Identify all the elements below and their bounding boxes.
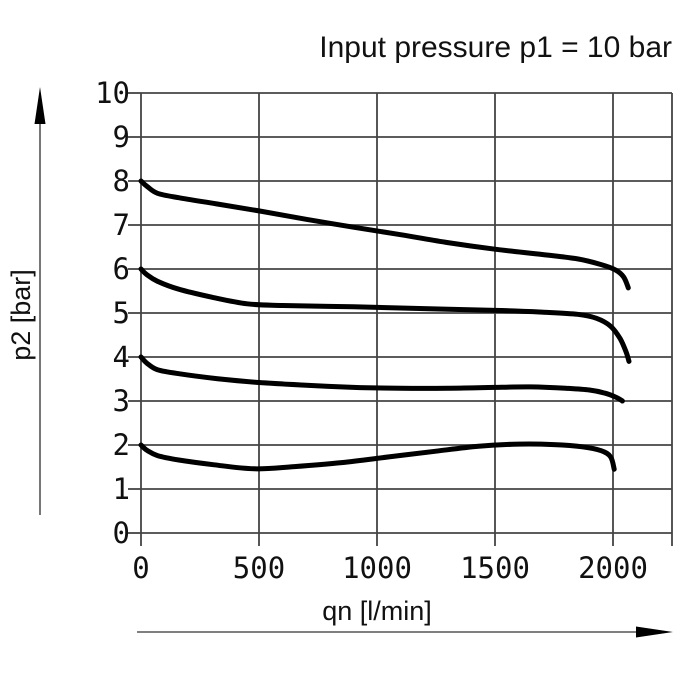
- x-axis-arrow: [137, 626, 673, 638]
- tick-labels: 0 1 2 3 4 5 6 7 8 9 10 0 500 1000 1500 2000: [95, 76, 648, 585]
- y-tick-label-4: 4: [113, 340, 130, 374]
- y-tick-label-1: 1: [113, 472, 130, 506]
- y-tick-label-7: 7: [113, 208, 130, 242]
- curve-setpoint-8-bar: [138, 178, 631, 291]
- y-tick-label-10: 10: [95, 76, 130, 110]
- chart-title: Input pressure p1 = 10 bar: [319, 31, 672, 64]
- x-axis-label: qn [l/min]: [322, 596, 432, 626]
- y-tick-label-2: 2: [113, 428, 130, 462]
- x-tick-label-2000: 2000: [578, 551, 648, 585]
- x-tick-label-500: 500: [233, 551, 285, 585]
- curves: [138, 178, 632, 472]
- curve-setpoint-6-bar: [138, 266, 632, 364]
- y-tick-label-3: 3: [113, 384, 130, 418]
- curve-setpoint-4-bar: [138, 354, 625, 404]
- y-tick-label-9: 9: [113, 120, 130, 154]
- y-axis-label: p2 [bar]: [6, 269, 36, 361]
- x-arrow-head-icon: [636, 626, 673, 638]
- y-tick-label-8: 8: [113, 164, 130, 198]
- curve-setpoint-2-bar: [138, 441, 617, 472]
- y-tick-label-6: 6: [113, 252, 130, 286]
- y-tick-label-5: 5: [113, 296, 130, 330]
- grid-layer: [128, 92, 673, 546]
- x-tick-label-0: 0: [132, 551, 149, 585]
- y-arrow-head-icon: [34, 87, 46, 124]
- y-axis-arrow: [34, 87, 46, 515]
- y-tick-label-0: 0: [113, 516, 130, 550]
- x-tick-label-1000: 1000: [342, 551, 412, 585]
- x-tick-label-1500: 1500: [460, 551, 530, 585]
